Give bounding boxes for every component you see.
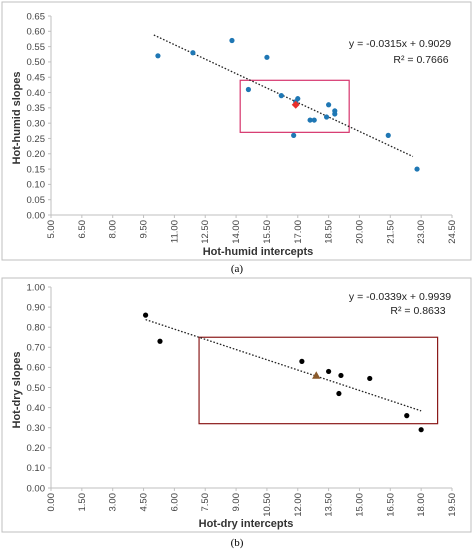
panel-b-x-tick-label: 13.50 [324, 493, 335, 517]
panel-a-y-tick-label: 0.15 [27, 164, 46, 175]
panel-a-data-point [291, 132, 297, 138]
panel-a-y-tick-label: 0.30 [27, 118, 46, 129]
panel-a-data-point [323, 114, 330, 120]
panel-a-data-point [229, 37, 235, 44]
panel-a-x-tick-label: 15.50 [262, 220, 273, 244]
panel-a-y-axis-title: Hot-humid slopes [11, 72, 23, 165]
panel-b-data-point [326, 368, 332, 375]
panel-a-x-tick-label: 18.50 [324, 220, 335, 244]
panel-b-x-tick-label: 15.00 [354, 493, 365, 517]
panel-a-y-tick-label: 0.35 [27, 103, 46, 114]
panel-b-data-point [338, 372, 344, 379]
panel-a-y-tick-label: 0.20 [27, 149, 46, 160]
panel-a-y-tick-label: 0.40 [27, 88, 46, 99]
panel-b-x-tick-label: 18.00 [416, 493, 427, 517]
panel-a-x-tick-label: 12.50 [200, 220, 211, 244]
panel-a-data-point [245, 86, 252, 93]
panel-b-chart: 0.00 0.10 0.20 0.30 0.40 0.50 0.60 0.70 0.80 0.90… [1, 277, 472, 533]
panel-a-data-point [307, 117, 313, 123]
panel-b-trend-equation: y = -0.0339x + 0.9939 [349, 291, 451, 303]
panel-b-x-axis-title: Hot-dry intercepts [199, 518, 294, 530]
panel-b-x-tick-label: 9.00 [231, 493, 242, 512]
panel-a-data-point [295, 96, 301, 102]
panel-a-data-point [311, 117, 317, 123]
panel-b-y-tick-label: 0.40 [27, 403, 46, 414]
panel-b-y-tick-label: 0.60 [27, 363, 46, 374]
panel-b-highlight-box [198, 336, 439, 425]
panel-a-y-tick-label: 0.60 [27, 27, 46, 38]
panel-b-data-point [157, 338, 163, 344]
panel-a-x-tick-label: 9.50 [139, 220, 150, 239]
panel-b-y-tick-label: 0.70 [27, 343, 46, 354]
panel-a-x-tick-label: 17.00 [293, 220, 304, 244]
panel-a-x-tick-label: 6.50 [77, 220, 88, 239]
panel-b-y-tick-label: 1.00 [27, 282, 46, 293]
panel-b-x-tick-label: 0.00 [46, 493, 57, 512]
panel-a-highlight-box [239, 79, 350, 133]
panel-b-x-tick-label: 19.50 [447, 493, 458, 517]
panel-b-y-tick-label: 0.10 [27, 463, 46, 474]
panel-b-x-tick-label: 12.00 [293, 493, 304, 517]
panel-a-x-tick-label: 11.00 [169, 220, 180, 243]
panel-a-y-tick-label: 0.00 [27, 210, 46, 221]
panel-a-x-tick-label: 8.00 [108, 220, 119, 239]
panel-b-x-tick-label: 10.50 [262, 493, 273, 517]
panel-a-data-point [326, 102, 332, 108]
panel-a-y-tick-label: 0.10 [27, 180, 46, 191]
panel-a-data-point [264, 54, 270, 60]
panel-a-x-tick-label: 5.00 [46, 220, 57, 239]
panel-b-y-tick-label: 0.30 [27, 423, 46, 434]
panel-a-x-tick-label: 20.00 [354, 220, 365, 244]
panel-a-data-point [278, 93, 284, 99]
panel-b-y-axis-title: Hot-dry slopes [11, 351, 23, 428]
panel-a-y-tick-label: 0.50 [27, 57, 46, 68]
panel-b-plot-area: 0.00 0.10 0.20 0.30 0.40 0.50 0.60 0.70 0.80 0.90… [27, 282, 459, 516]
panel-b-data-point [404, 413, 410, 419]
panel-b-x-tick-label: 1.50 [77, 493, 88, 512]
panel-b-r-squared: R² = 0.8633 [390, 305, 445, 317]
panel-b-highlight-point [312, 371, 321, 379]
panel-a-chart: 0.00 0.05 0.10 0.15 0.20 0.25 0.30 0.35 0.40 0.45… [1, 1, 472, 261]
panel-b-x-tick-label: 6.00 [169, 493, 180, 512]
panel-b-x-tick-label: 7.50 [200, 493, 211, 512]
panel-b-x-tick-label: 16.50 [385, 493, 396, 517]
panel-b-y-tick-label: 0.50 [27, 383, 46, 394]
panel-b-data-point [336, 390, 342, 397]
panel-a-highlight-point [291, 100, 300, 109]
panel-a-data-point [155, 53, 161, 59]
panel-a-y-tick-label: 0.55 [27, 42, 46, 53]
panel-b-data-point [299, 358, 305, 364]
panel-b-data-point [142, 312, 149, 318]
panel-a-y-tick-label: 0.45 [27, 73, 46, 84]
panel-b-x-tick-label: 3.00 [108, 493, 119, 512]
panel-b-y-tick-label: 0.80 [27, 323, 46, 334]
panel-a-x-axis-title: Hot-humid intercepts [203, 246, 314, 258]
panel-a-data-point [385, 132, 391, 138]
panel-a-trend-equation: y = -0.0315x + 0.9029 [349, 38, 451, 50]
panel-a-data-point [414, 166, 420, 172]
panel-a-label: (a) [231, 263, 244, 275]
panel-a-x-tick-label: 14.00 [231, 220, 242, 244]
panel-b-x-tick-label: 4.50 [139, 493, 150, 512]
panel-b-y-tick-label: 0.90 [27, 302, 46, 313]
panel-b-data-point [367, 375, 373, 382]
panel-a-plot-area: 0.00 0.05 0.10 0.15 0.20 0.25 0.30 0.35 0.40 0.45… [27, 11, 459, 243]
panel-a-data-point [190, 50, 196, 56]
panel-b-y-tick-label: 0.20 [27, 443, 46, 454]
panel-a-r-squared: R² = 0.7666 [393, 54, 448, 66]
panel-b-y-tick-label: 0.00 [27, 483, 46, 494]
panel-b-label: (b) [231, 537, 244, 549]
panel-a-x-tick-label: 24.50 [447, 220, 458, 244]
panel-a-y-tick-label: 0.25 [27, 134, 46, 145]
panel-b-trendline [145, 318, 422, 412]
panel-a-x-tick-label: 21.50 [385, 220, 396, 244]
panel-a-y-tick-label: 0.65 [27, 11, 46, 22]
panel-b-data-point [418, 427, 424, 433]
panel-a-data-point [332, 108, 338, 114]
panel-a-y-tick-label: 0.05 [27, 195, 46, 206]
panel-a-x-tick-label: 23.00 [416, 220, 427, 244]
